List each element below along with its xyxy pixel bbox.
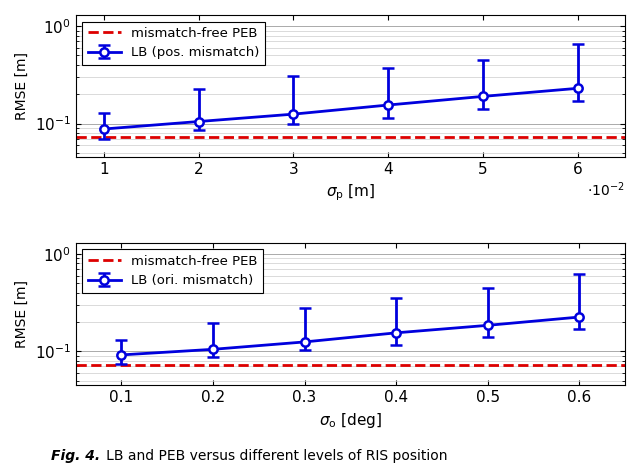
Text: LB and PEB versus different levels of RIS position: LB and PEB versus different levels of RI…	[93, 449, 447, 463]
mismatch-free PEB	[100, 134, 108, 140]
Text: Fig. 4.: Fig. 4.	[51, 449, 100, 463]
Y-axis label: RMSE [m]: RMSE [m]	[15, 280, 29, 348]
Text: $\cdot10^{-2}$: $\cdot10^{-2}$	[588, 180, 625, 199]
X-axis label: $\sigma_{\mathrm{p}}$ [m]: $\sigma_{\mathrm{p}}$ [m]	[326, 183, 375, 204]
Legend: mismatch-free PEB, LB (ori. mismatch): mismatch-free PEB, LB (ori. mismatch)	[82, 249, 263, 292]
X-axis label: $\sigma_{\mathrm{o}}$ [deg]: $\sigma_{\mathrm{o}}$ [deg]	[319, 410, 382, 430]
mismatch-free PEB	[6, 134, 13, 140]
Legend: mismatch-free PEB, LB (pos. mismatch): mismatch-free PEB, LB (pos. mismatch)	[82, 22, 265, 65]
Y-axis label: RMSE [m]: RMSE [m]	[15, 52, 29, 120]
